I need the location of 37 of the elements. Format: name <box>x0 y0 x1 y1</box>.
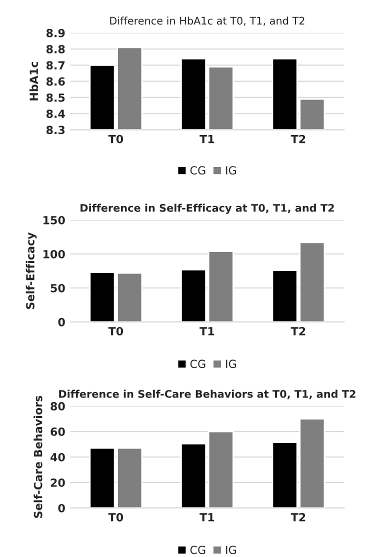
y-tick-label: 0 <box>58 504 65 512</box>
y-tick-label: 50 <box>50 284 65 292</box>
y-tick-label: 150 <box>44 216 65 224</box>
legend-label: IG <box>226 546 236 554</box>
x-tick-label: T0 <box>108 327 124 336</box>
y-tick-label: 8.9 <box>46 28 65 38</box>
legend-label: CG <box>190 166 206 175</box>
x-tick-label: T2 <box>290 134 306 144</box>
y-tick-label: 8.6 <box>46 77 65 86</box>
legend-label: IG <box>226 360 236 368</box>
x-tick-label: T0 <box>108 513 124 522</box>
chart-title: Difference in Self-Care Behaviors at T0, T1, and T2 <box>59 390 356 400</box>
y-tick-label: 40 <box>50 452 65 462</box>
y-axis-title: HbA1c <box>29 62 38 100</box>
x-tick-label: T1 <box>200 513 214 522</box>
y-tick-label: 20 <box>50 478 65 487</box>
y-tick-label: 8.7 <box>46 61 65 70</box>
x-tick-label: T2 <box>290 327 306 336</box>
x-tick-label: T1 <box>200 134 214 144</box>
y-tick-label: 100 <box>44 250 65 258</box>
x-tick-label: T1 <box>200 327 214 336</box>
y-tick-label: 60 <box>50 428 65 436</box>
legend-label: IG <box>226 166 236 175</box>
legend-label: CG <box>190 360 206 368</box>
y-tick-label: 8.5 <box>46 93 65 102</box>
chart-title: Difference in HbA1c at T0, T1, and T2 <box>110 16 304 26</box>
x-tick-label: T2 <box>290 513 306 522</box>
chart-title: Difference in Self-Efficacy at T0, T1, and T2 <box>80 204 334 214</box>
y-axis-title: Self-Care Behaviors <box>34 396 42 518</box>
y-tick-label: 8.3 <box>46 126 65 134</box>
y-tick-label: 80 <box>50 402 65 410</box>
y-tick-label: 8.8 <box>46 44 65 54</box>
legend-label: CG <box>190 546 206 554</box>
y-tick-label: 8.4 <box>46 110 65 118</box>
y-tick-label: 0 <box>58 318 65 326</box>
x-tick-label: T0 <box>108 134 124 144</box>
y-axis-title: Self-Efficacy <box>26 232 37 309</box>
